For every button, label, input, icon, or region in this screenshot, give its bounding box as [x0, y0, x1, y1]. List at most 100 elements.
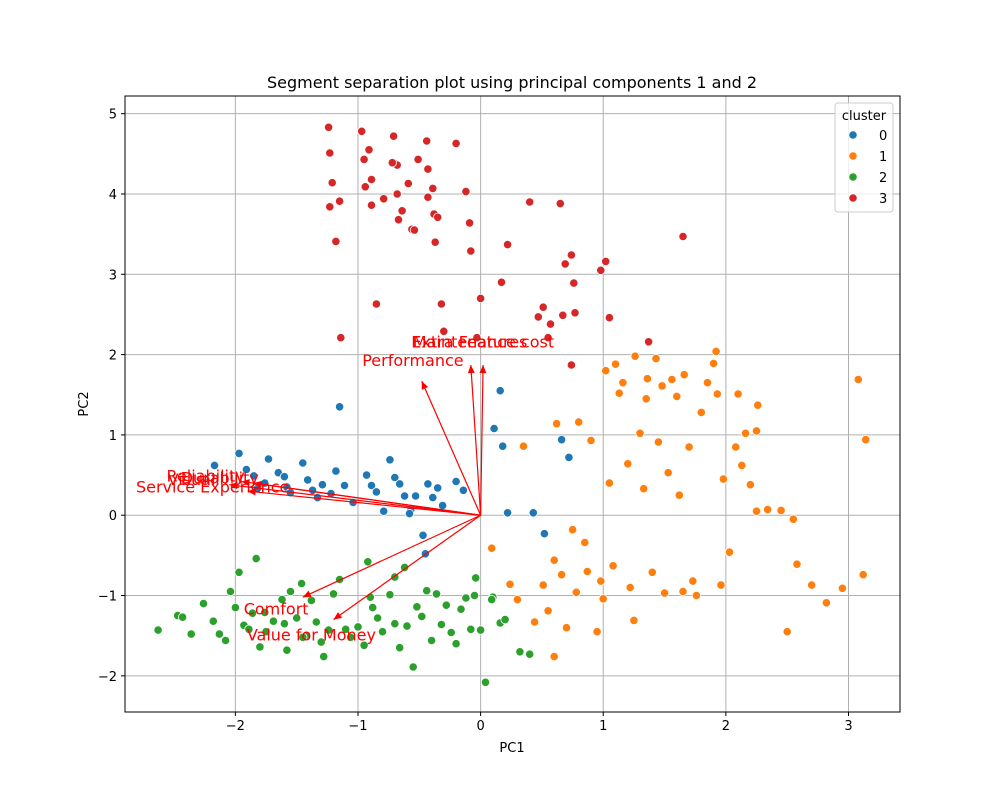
plot-frame	[124, 95, 901, 713]
loading-arrowhead	[421, 381, 429, 390]
data-point	[428, 492, 438, 503]
data-point	[422, 586, 432, 596]
data-point	[712, 389, 722, 399]
data-point	[538, 302, 548, 312]
data-point	[610, 359, 621, 369]
data-point	[436, 619, 446, 630]
y-tick-label: 4	[109, 188, 117, 203]
data-point	[234, 567, 244, 577]
data-point	[515, 647, 525, 657]
data-point	[776, 505, 786, 515]
data-point	[366, 174, 377, 185]
loading-arrowhead	[467, 365, 475, 374]
data-point	[604, 478, 615, 488]
data-point	[268, 616, 278, 626]
data-point	[255, 642, 265, 652]
data-point	[639, 484, 649, 494]
data-point	[422, 136, 432, 146]
data-point	[412, 602, 422, 612]
loading-label: Service Experience	[136, 478, 289, 497]
data-point	[551, 419, 562, 429]
data-point	[545, 319, 556, 329]
series-cluster-3	[323, 122, 688, 370]
data-point	[323, 122, 334, 132]
data-point	[614, 388, 624, 398]
data-point	[751, 506, 762, 516]
data-point	[325, 148, 335, 158]
data-point	[495, 386, 505, 396]
data-point	[745, 480, 756, 490]
data-point	[371, 487, 381, 497]
loading-arrow	[253, 482, 481, 516]
data-point	[385, 590, 395, 600]
data-point	[292, 613, 302, 623]
data-point	[353, 622, 363, 632]
data-point	[601, 256, 611, 266]
data-point	[410, 491, 421, 501]
data-point	[586, 435, 596, 446]
data-point	[408, 662, 418, 672]
loading-arrowhead	[302, 590, 312, 598]
data-point	[392, 189, 402, 199]
data-point	[466, 246, 476, 256]
data-point	[674, 490, 684, 500]
legend-label: 0	[879, 129, 887, 144]
data-point	[667, 374, 677, 385]
x-tick-label: 2	[722, 719, 730, 734]
data-point	[678, 231, 688, 242]
data-point	[679, 370, 689, 380]
data-point	[316, 637, 326, 647]
data-point	[439, 326, 449, 336]
data-point	[623, 459, 633, 469]
loading-arrowhead	[253, 480, 263, 488]
data-point	[469, 590, 480, 601]
data-point	[399, 562, 410, 573]
data-point	[592, 627, 602, 637]
data-point	[379, 194, 389, 204]
data-point	[377, 627, 388, 637]
data-point	[625, 582, 635, 593]
data-point	[663, 468, 673, 478]
data-point	[366, 480, 377, 491]
data-point	[560, 259, 570, 269]
data-point	[601, 366, 611, 376]
data-point	[458, 485, 468, 495]
data-point	[525, 649, 535, 659]
data-point	[505, 579, 515, 589]
data-point	[629, 615, 639, 626]
data-point	[371, 299, 381, 309]
loading-vector: Service Experience	[136, 478, 481, 516]
data-point	[558, 310, 568, 320]
data-point	[234, 448, 244, 458]
data-point	[360, 182, 370, 192]
legend-marker	[848, 172, 858, 182]
loading-label: Extra Features	[411, 333, 527, 352]
data-point	[441, 600, 451, 610]
data-point	[390, 472, 400, 483]
loading-arrow	[421, 380, 482, 516]
data-point	[762, 504, 773, 515]
data-point	[608, 561, 618, 571]
axis-ticks: −2 −1 0 1 2 3 −2 −1 0 1 2 3 4 5	[98, 108, 853, 734]
data-point	[323, 625, 334, 635]
y-tick-label: 1	[109, 429, 117, 444]
data-point	[327, 178, 337, 188]
data-point	[437, 500, 448, 511]
data-point	[260, 607, 270, 618]
data-point	[475, 293, 486, 303]
loading-label: Comfort	[244, 599, 309, 618]
data-point	[543, 333, 553, 343]
data-point	[861, 435, 871, 445]
data-point	[285, 586, 296, 597]
data-point	[724, 547, 735, 557]
y-tick-label: −2	[98, 670, 117, 685]
data-point	[502, 508, 513, 518]
data-point	[328, 589, 339, 599]
data-point	[409, 225, 419, 235]
loading-arrow	[247, 490, 481, 516]
data-point	[423, 192, 433, 202]
data-point	[279, 472, 289, 482]
data-point	[244, 624, 254, 634]
data-point	[571, 587, 581, 597]
data-point	[433, 483, 443, 493]
